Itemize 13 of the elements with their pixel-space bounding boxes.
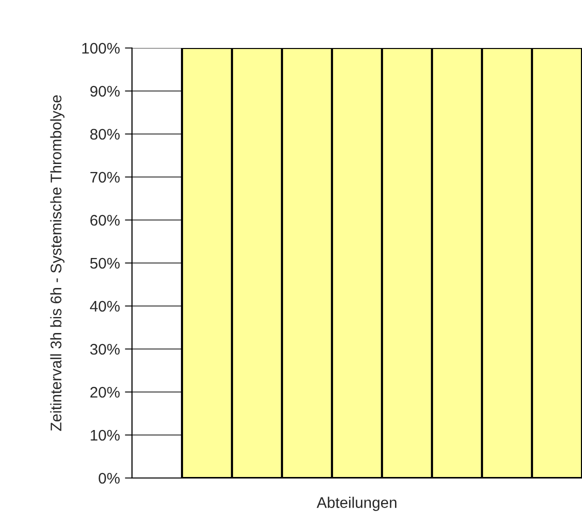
y-tick-label: 0%: [98, 472, 120, 484]
y-tick-label: 70%: [90, 172, 120, 183]
y-axis-title: Zeitintervall 3h bis 6h - Systemische Thrombolyse: [50, 95, 64, 431]
x-axis-title: Abteilungen: [316, 496, 396, 511]
y-tick-label: 60%: [90, 214, 120, 226]
y-tick-label: 10%: [90, 430, 120, 441]
y-tick-label: 80%: [90, 128, 120, 140]
y-tick-label: 40%: [90, 300, 120, 312]
y-tick-label: 100%: [82, 42, 120, 54]
y-tick-label: 50%: [90, 258, 120, 269]
y-tick-label: 90%: [90, 86, 120, 97]
y-tick-label: 20%: [90, 386, 120, 398]
y-tick-label: 30%: [90, 344, 120, 355]
